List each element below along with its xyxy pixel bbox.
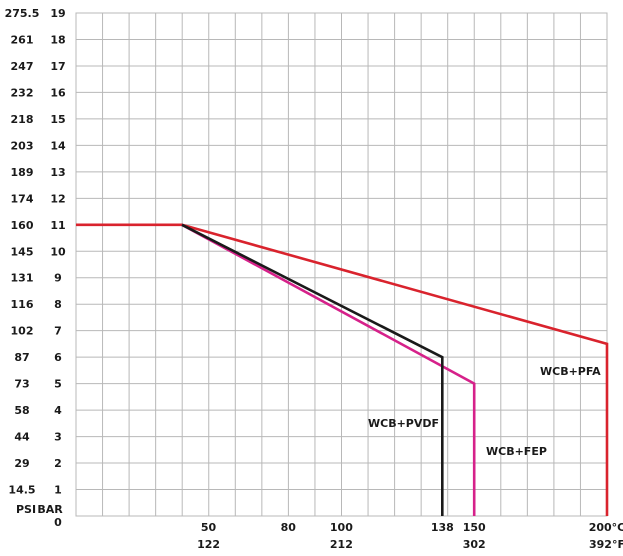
- y-tick-label-bar: 17: [50, 60, 65, 73]
- x-tick-label-celsius: 50: [201, 521, 217, 534]
- series-line-wcb-pvdf: [181, 223, 444, 516]
- y-tick-label-psi: 174: [11, 192, 34, 205]
- y-tick-label-bar: 4: [54, 404, 62, 417]
- y-tick-label-psi: 116: [11, 298, 34, 311]
- y-tick-label-bar: 7: [54, 325, 62, 338]
- y-tick-label-psi: 261: [11, 33, 34, 46]
- x-tick-label-celsius: 80: [281, 521, 297, 534]
- series-label-fep: WCB+FEP: [486, 445, 547, 458]
- y-axis-title-bar: BAR: [37, 503, 63, 516]
- y-tick-label-psi: 44: [14, 431, 30, 444]
- y-tick-label-bar: 8: [54, 298, 62, 311]
- y-tick-label-bar: 10: [50, 245, 66, 258]
- y-tick-label-bar: 5: [54, 378, 62, 391]
- y-tick-label-psi: 29: [14, 457, 29, 470]
- y-tick-label-bar: 6: [54, 351, 62, 364]
- series-label-pfa: WCB+PFA: [540, 365, 601, 378]
- y-tick-label-psi: 58: [14, 404, 29, 417]
- y-tick-label-psi: 218: [11, 113, 34, 126]
- x-tick-label-fahrenheit: 212: [330, 538, 353, 551]
- y-tick-label-bar: 12: [50, 192, 65, 205]
- y-tick-label-bar: 19: [50, 7, 65, 20]
- y-tick-label-psi: 160: [11, 219, 34, 232]
- x-tick-label-fahrenheit: 122: [197, 538, 220, 551]
- y-tick-label-bar: 15: [50, 113, 65, 126]
- y-tick-label-bar: 14: [50, 139, 66, 152]
- y-tick-label-bar: 16: [50, 86, 66, 99]
- x-tick-label-fahrenheit: 392°F: [589, 538, 623, 551]
- y-tick-label-psi: 275.5: [5, 7, 40, 20]
- series-line-wcb-pfa: [76, 223, 609, 516]
- x-tick-label-celsius: 200°C: [589, 521, 623, 534]
- y-tick-label-psi: 73: [14, 378, 29, 391]
- y-tick-label-bar: 3: [54, 431, 62, 444]
- y-tick-label-psi: 145: [11, 245, 34, 258]
- y-tick-label-psi: 14.5: [8, 484, 35, 497]
- axis-labels: 19275.5182611724716232152181420313189121…: [5, 7, 623, 551]
- series-label-pvdf: WCB+PVDF: [368, 417, 439, 430]
- y-tick-label-bar: 18: [50, 33, 65, 46]
- y-axis-zero-label: 0: [54, 516, 62, 529]
- y-tick-label-bar: 9: [54, 272, 62, 285]
- y-tick-label-psi: 247: [11, 60, 34, 73]
- y-tick-label-psi: 189: [11, 166, 34, 179]
- y-tick-label-psi: 87: [14, 351, 29, 364]
- y-tick-label-psi: 102: [11, 325, 34, 338]
- y-tick-label-bar: 13: [50, 166, 65, 179]
- series-line-wcb-fep: [181, 223, 476, 516]
- x-tick-label-celsius: 100: [330, 521, 353, 534]
- grid: [75, 12, 608, 517]
- y-tick-label-bar: 2: [54, 457, 62, 470]
- y-tick-label-bar: 1: [54, 484, 62, 497]
- y-tick-label-psi: 232: [11, 86, 34, 99]
- y-tick-label-bar: 11: [50, 219, 65, 232]
- y-tick-label-psi: 131: [11, 272, 34, 285]
- y-tick-label-psi: 203: [11, 139, 34, 152]
- y-axis-title-psi: PSI: [16, 503, 36, 516]
- x-tick-label-celsius: 138: [431, 521, 454, 534]
- x-tick-label-celsius: 150: [463, 521, 486, 534]
- series-lines: [76, 223, 609, 516]
- x-tick-label-fahrenheit: 302: [463, 538, 486, 551]
